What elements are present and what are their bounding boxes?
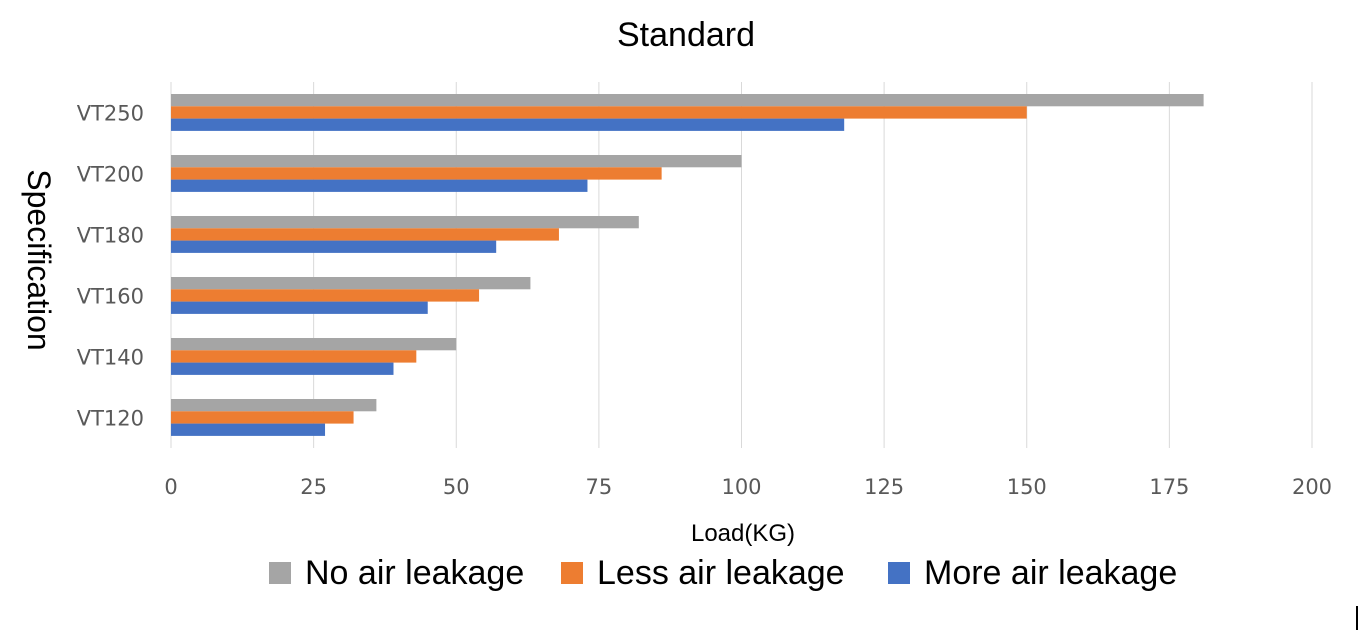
x-tick-label-125: 125 — [864, 475, 904, 499]
y-category-labels: VT250 VT200 VT180 VT160 VT140 VT120 — [77, 101, 144, 430]
legend: No air leakage Less air leakage More air l… — [269, 554, 1177, 592]
legend-label: No air leakage — [305, 554, 524, 592]
category-label-vt140: VT140 — [77, 345, 144, 369]
bar-vt250-more-air-leakage — [171, 118, 845, 131]
x-tick-labels: 0 25 50 75 100 125 150 175 200 — [164, 475, 1332, 499]
bar-vt160-more-air-leakage — [171, 301, 428, 314]
bar-vt120-no-air-leakage — [171, 399, 377, 412]
bar-vt140-more-air-leakage — [171, 362, 394, 375]
bar-vt140-less-air-leakage — [171, 350, 417, 363]
legend-label: Less air leakage — [597, 554, 845, 592]
legend-swatch — [888, 562, 910, 584]
legend-item-no-air-leakage: No air leakage — [269, 554, 524, 592]
bar-vt250-less-air-leakage — [171, 106, 1027, 119]
x-axis-label: Load(KG) — [691, 520, 795, 547]
legend-swatch — [269, 562, 291, 584]
bar-vt180-less-air-leakage — [171, 228, 559, 241]
x-tick-label-100: 100 — [721, 475, 761, 499]
x-tick-label-200: 200 — [1292, 475, 1332, 499]
gridlines — [170, 82, 1313, 448]
category-label-vt120: VT120 — [77, 406, 144, 430]
bar-vt200-more-air-leakage — [171, 179, 588, 192]
category-label-vt200: VT200 — [77, 162, 144, 186]
category-label-vt180: VT180 — [77, 223, 144, 247]
y-axis-label: Specification — [21, 169, 57, 350]
chart-title: Standard — [617, 16, 755, 54]
category-label-vt160: VT160 — [77, 284, 144, 308]
x-tick-label-75: 75 — [586, 475, 613, 499]
legend-item-less-air-leakage: Less air leakage — [561, 554, 845, 592]
bar-vt140-no-air-leakage — [171, 338, 457, 351]
bar-vt200-less-air-leakage — [171, 167, 662, 180]
x-tick-label-175: 175 — [1149, 475, 1189, 499]
x-tick-label-0: 0 — [164, 475, 177, 499]
bars — [171, 94, 1204, 436]
legend-swatch — [561, 562, 583, 584]
x-tick-label-50: 50 — [443, 475, 470, 499]
bar-vt180-more-air-leakage — [171, 240, 497, 253]
bar-vt200-no-air-leakage — [171, 155, 742, 168]
x-tick-label-150: 150 — [1007, 475, 1047, 499]
bar-vt180-no-air-leakage — [171, 216, 639, 229]
x-tick-label-25: 25 — [300, 475, 327, 499]
legend-item-more-air-leakage: More air leakage — [888, 554, 1177, 592]
legend-label: More air leakage — [924, 554, 1177, 592]
category-label-vt250: VT250 — [77, 101, 144, 125]
bar-vt120-more-air-leakage — [171, 423, 326, 436]
bar-vt160-less-air-leakage — [171, 289, 480, 302]
bar-vt160-no-air-leakage — [171, 277, 531, 290]
bar-vt120-less-air-leakage — [171, 411, 354, 424]
bar-vt250-no-air-leakage — [171, 94, 1204, 107]
